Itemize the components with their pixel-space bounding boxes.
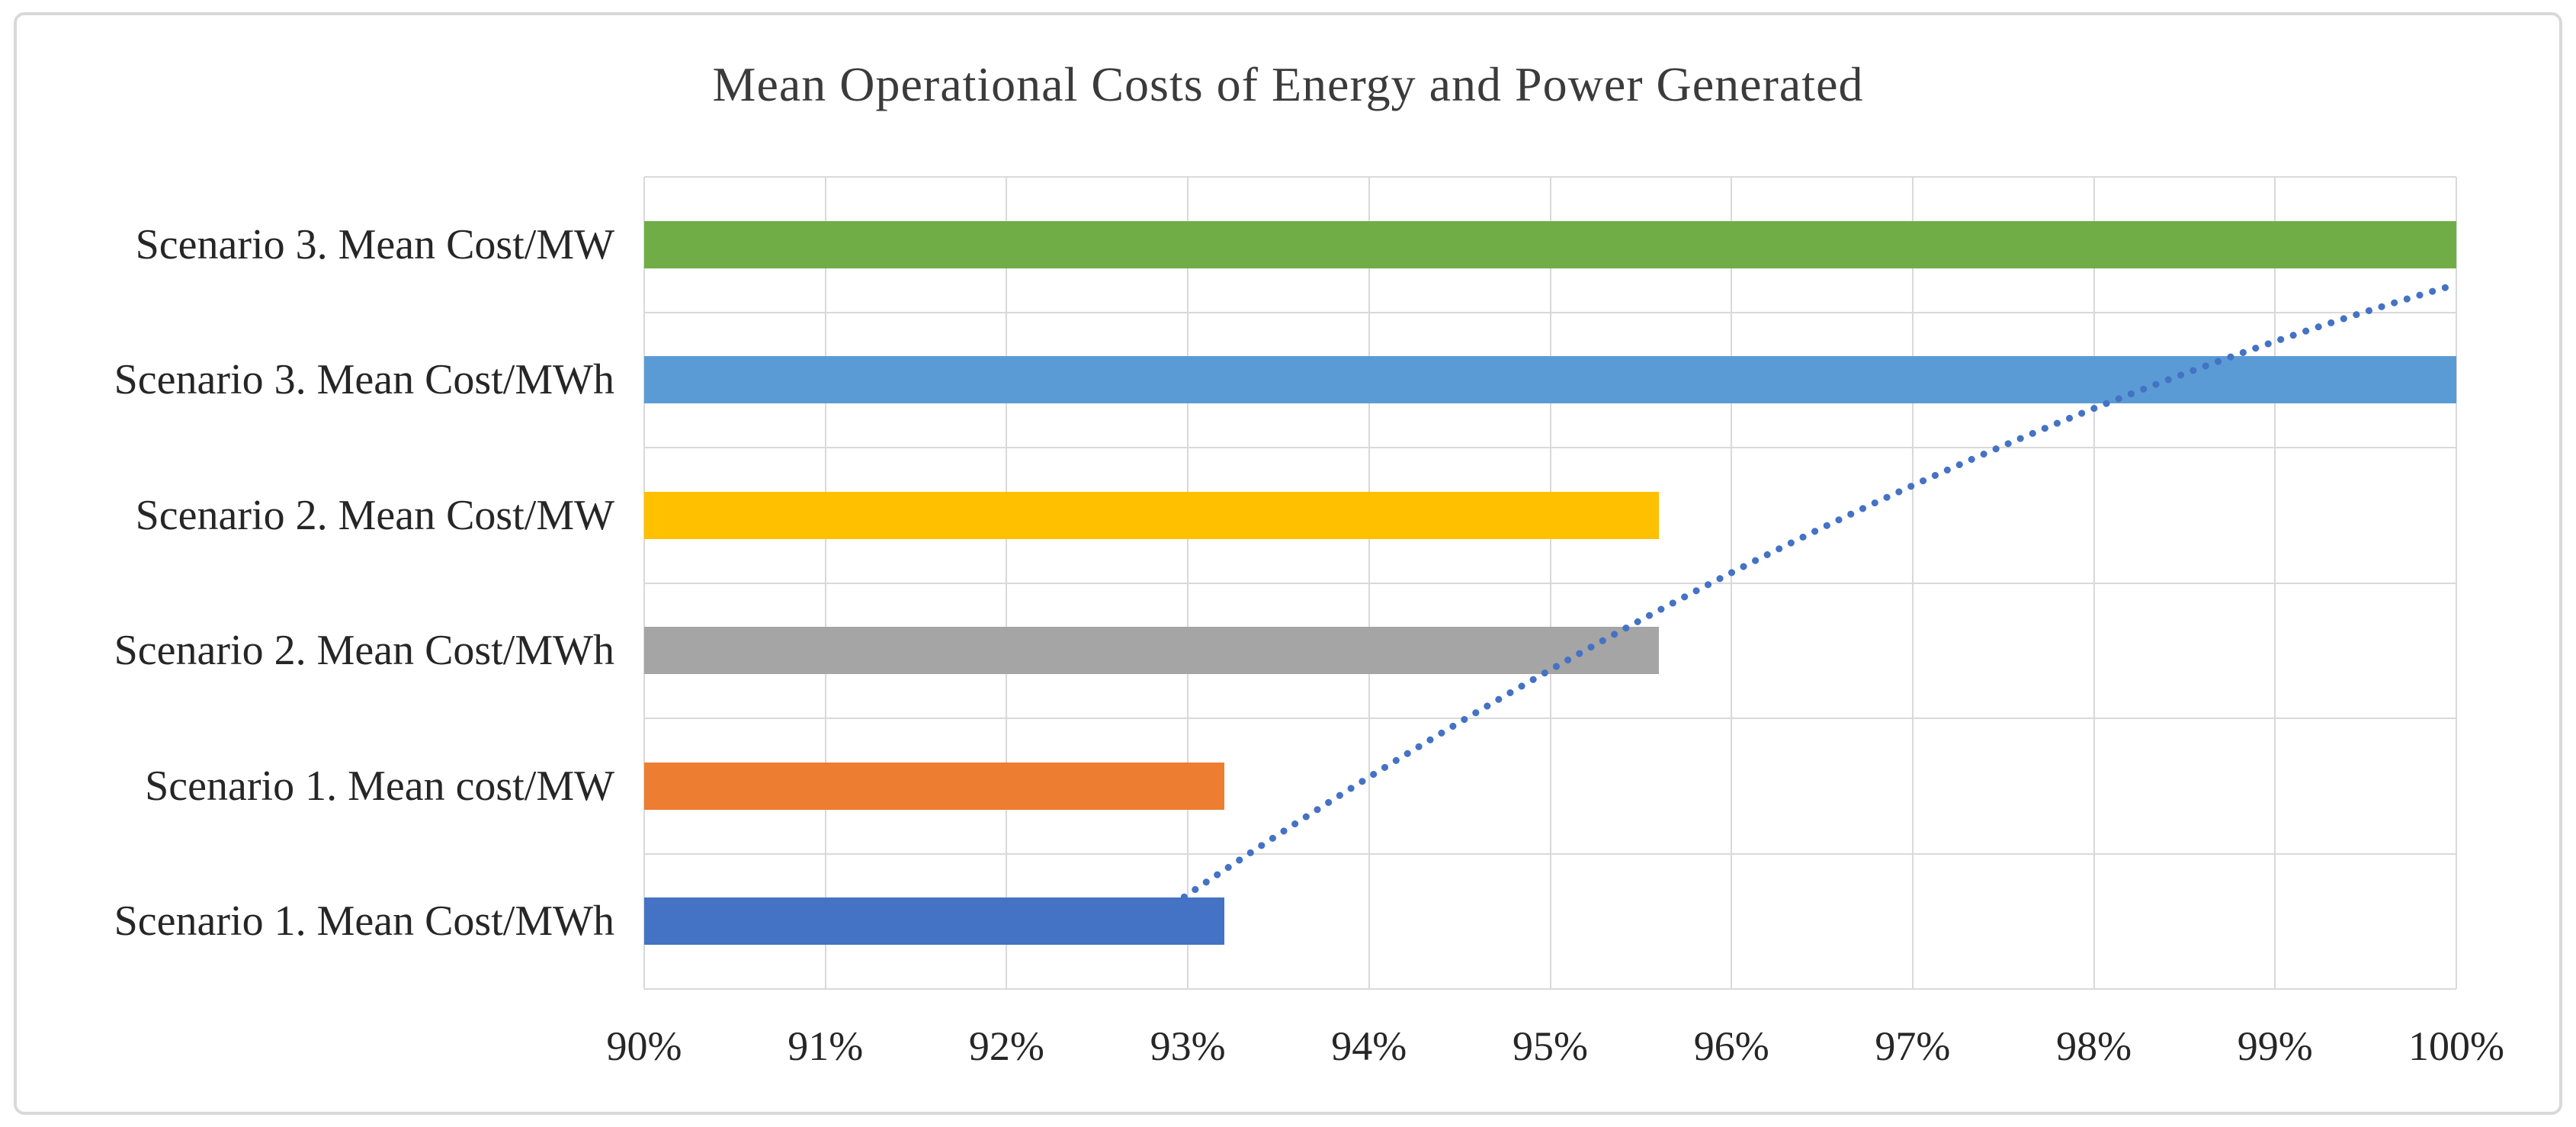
x-axis-tick-label: 90% (606, 1023, 682, 1069)
y-axis-label: Scenario 2. Mean Cost/MW (135, 491, 614, 539)
y-axis-label: Scenario 1. Mean cost/MW (145, 762, 614, 810)
y-axis-label: Scenario 3. Mean Cost/MWh (114, 356, 614, 404)
x-axis-tick-label: 92% (968, 1023, 1044, 1069)
gridline-horizontal (644, 176, 2456, 178)
y-axis-label: Scenario 3. Mean Cost/MW (135, 220, 614, 268)
x-axis-tick-label: 97% (1875, 1023, 1951, 1069)
gridline-horizontal (644, 988, 2456, 990)
chart-frame-border (14, 12, 2562, 1115)
bar-scenario-2-mean-cost-mwh (644, 627, 1660, 675)
chart-title: Mean Operational Costs of Energy and Pow… (712, 57, 1864, 111)
x-axis-tick-label: 100% (2408, 1023, 2504, 1069)
x-axis-tick-label: 94% (1331, 1023, 1407, 1069)
gridline-horizontal (644, 718, 2456, 719)
y-axis-label: Scenario 2. Mean Cost/MWh (114, 627, 614, 675)
bar-scenario-3-mean-cost-mwh (644, 356, 2456, 404)
x-axis-tick-label: 95% (1513, 1023, 1588, 1069)
gridline-horizontal (644, 852, 2456, 855)
gridline-horizontal (644, 447, 2456, 448)
x-axis-tick-label: 91% (788, 1023, 864, 1069)
x-axis-tick-label: 93% (1150, 1023, 1226, 1069)
bar-scenario-3-mean-cost-mw (644, 220, 2456, 268)
gridline-vertical (2456, 177, 2457, 989)
y-axis-label: Scenario 1. Mean Cost/MWh (114, 897, 614, 946)
bar-scenario-1-mean-cost-mwh (644, 897, 1224, 946)
x-axis-tick-label: 96% (1693, 1023, 1769, 1069)
x-axis-tick-label: 98% (2056, 1023, 2132, 1069)
gridline-horizontal (644, 311, 2456, 313)
x-axis-tick-label: 99% (2237, 1023, 2313, 1069)
gridline-horizontal (644, 582, 2456, 584)
bar-scenario-2-mean-cost-mw (644, 491, 1660, 539)
bar-scenario-1-mean-cost-mw (644, 762, 1224, 810)
